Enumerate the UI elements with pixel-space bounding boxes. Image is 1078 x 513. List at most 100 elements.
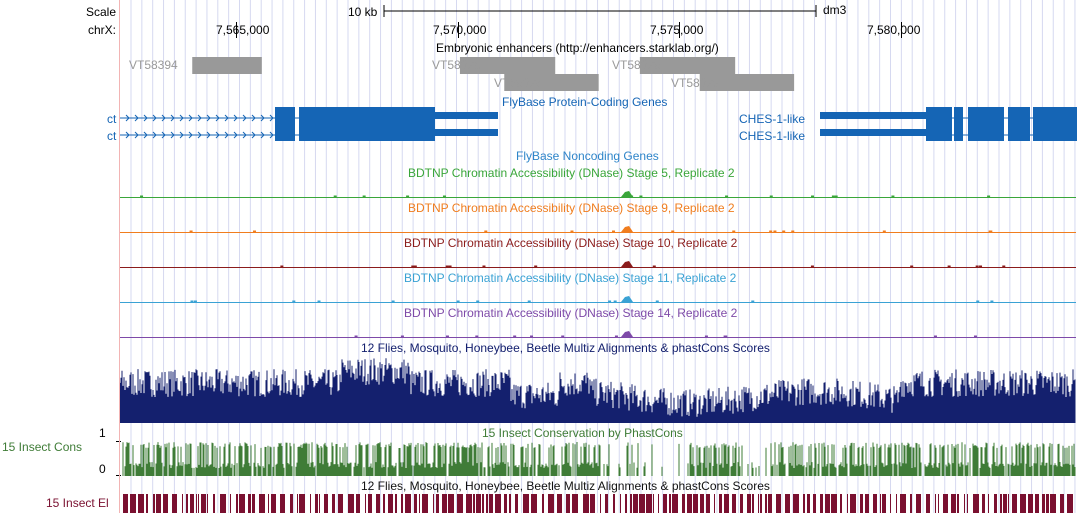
- conserved-element: [653, 494, 654, 513]
- strand-arrow: [170, 131, 175, 139]
- dnase-stage14-title[interactable]: BDTNP Chromatin Accessibility (DNase) St…: [404, 306, 738, 320]
- dnase-minor-peak: [810, 265, 814, 267]
- strand-arrow: [197, 131, 202, 139]
- enhancer-label[interactable]: VT58394: [129, 58, 178, 72]
- dnase-minor-peak: [253, 230, 257, 232]
- enhancer-label[interactable]: VT58399: [671, 76, 720, 90]
- conserved-element: [1067, 494, 1073, 513]
- dnase-stage9-title[interactable]: BDTNP Chromatin Accessibility (DNase) St…: [408, 201, 735, 215]
- dnase-stage10-title[interactable]: BDTNP Chromatin Accessibility (DNase) St…: [404, 236, 738, 250]
- insect-cons-track-title[interactable]: 15 Insect Conservation by PhastCons: [482, 426, 683, 440]
- dnase-minor-peak: [608, 300, 612, 302]
- strand-arrow: [260, 114, 265, 122]
- dnase-minor-peak: [280, 265, 284, 267]
- dnase-minor-peak: [975, 265, 979, 267]
- conserved-element: [820, 494, 823, 513]
- dnase-minor-peak: [834, 195, 838, 197]
- dnase-signal: [120, 226, 1076, 233]
- gene-label-ct[interactable]: ct: [107, 129, 117, 143]
- conserved-element: [658, 494, 659, 513]
- dnase-signal: [120, 191, 1076, 198]
- strand-arrow: [161, 131, 166, 139]
- insect-el-side-label[interactable]: 15 Insect El: [46, 496, 109, 510]
- dnase-peak: [621, 261, 633, 267]
- protein-genes-track-title[interactable]: FlyBase Protein-Coding Genes: [502, 95, 668, 109]
- dnase-minor-peak: [947, 265, 951, 267]
- assembly-label: dm3: [823, 3, 847, 17]
- conserved-element: [486, 494, 488, 513]
- strand-arrow: [179, 131, 184, 139]
- conserved-element: [213, 494, 215, 513]
- conserved-element: [356, 494, 360, 513]
- conserved-element: [482, 494, 484, 513]
- enhancer-block: [639, 57, 736, 74]
- conserved-element: [504, 494, 507, 513]
- enhancer-block: [504, 74, 599, 91]
- conserved-element: [268, 494, 269, 513]
- dnase-stage5-title[interactable]: BDTNP Chromatin Accessibility (DNase) St…: [408, 166, 735, 180]
- dnase-minor-peak: [630, 195, 634, 197]
- dnase-minor-peak: [317, 300, 321, 302]
- dnase-minor-peak: [973, 335, 977, 337]
- insect-el-track-title[interactable]: 12 Flies, Mosquito, Honeybee, Beetle Mul…: [361, 479, 770, 493]
- conserved-element: [910, 494, 912, 513]
- strand-arrow: [179, 114, 184, 122]
- conserved-element: [172, 494, 177, 513]
- conserved-element: [280, 494, 285, 513]
- ruler-tick-label: 7,565,000: [216, 23, 270, 37]
- strand-arrow: [242, 131, 247, 139]
- insect-cons-side-label[interactable]: 15 Insect Cons: [2, 440, 83, 454]
- exon: [968, 107, 1004, 124]
- multiz-track-title[interactable]: 12 Flies, Mosquito, Honeybee, Beetle Mul…: [361, 341, 770, 355]
- conserved-element: [994, 494, 997, 513]
- conserved-element: [926, 494, 930, 513]
- dnase-minor-peak: [475, 335, 479, 337]
- gene-label-ches1-like[interactable]: CHES-1-like: [739, 129, 806, 143]
- conserved-element: [207, 494, 208, 513]
- conserved-element: [146, 494, 148, 513]
- dnase-stage11-title[interactable]: BDTNP Chromatin Accessibility (DNase) St…: [404, 271, 737, 285]
- exon: [299, 124, 435, 141]
- conserved-element: [840, 494, 842, 513]
- conserved-element: [332, 494, 335, 513]
- enhancer-label[interactable]: VT58396: [494, 76, 543, 90]
- ruler-tick-label: 7,570,000: [433, 23, 487, 37]
- insect-cons-axis-min: 0: [99, 462, 106, 476]
- dnase-minor-peak: [613, 300, 617, 302]
- conserved-element: [1008, 494, 1009, 513]
- exon: [1033, 124, 1077, 141]
- conserved-element: [368, 494, 372, 513]
- conserved-element: [572, 494, 578, 513]
- strand-arrow: [206, 131, 211, 139]
- enhancer-label[interactable]: VT58398: [612, 58, 661, 72]
- dnase-minor-peak: [725, 195, 729, 197]
- enhancer-track-title[interactable]: Embryonic enhancers (http://enhancers.st…: [436, 41, 719, 55]
- dnase-minor-peak: [990, 300, 994, 302]
- enhancer-block: [699, 74, 795, 91]
- insect-cons-bars: [122, 442, 1076, 476]
- utr: [435, 112, 498, 119]
- strand-arrow: [188, 131, 193, 139]
- ruler-tick-label: 7,580,000: [867, 23, 921, 37]
- strand-arrow: [269, 131, 274, 139]
- strand-arrow: [215, 131, 220, 139]
- conserved-element: [198, 494, 199, 513]
- enhancer-label[interactable]: VT58395: [432, 58, 481, 72]
- dnase-minor-peak: [292, 300, 296, 302]
- conserved-element: [299, 494, 305, 513]
- strand-arrow: [251, 114, 256, 122]
- conserved-element: [850, 494, 856, 513]
- gene-label-ct[interactable]: ct: [107, 112, 117, 126]
- dnase-minor-peak: [612, 230, 616, 232]
- dnase-minor-peak: [190, 300, 194, 302]
- noncoding-track-title[interactable]: FlyBase Noncoding Genes: [516, 149, 659, 163]
- strand-arrow: [170, 114, 175, 122]
- conserved-element: [625, 494, 627, 513]
- conserved-element: [1003, 494, 1007, 513]
- conserved-element: [557, 494, 562, 513]
- gene-label-ches1-like[interactable]: CHES-1-like: [739, 112, 806, 126]
- ruler-tick-label: 7,575,000: [650, 23, 704, 37]
- conserved-element: [495, 494, 501, 513]
- conserved-element: [776, 494, 781, 513]
